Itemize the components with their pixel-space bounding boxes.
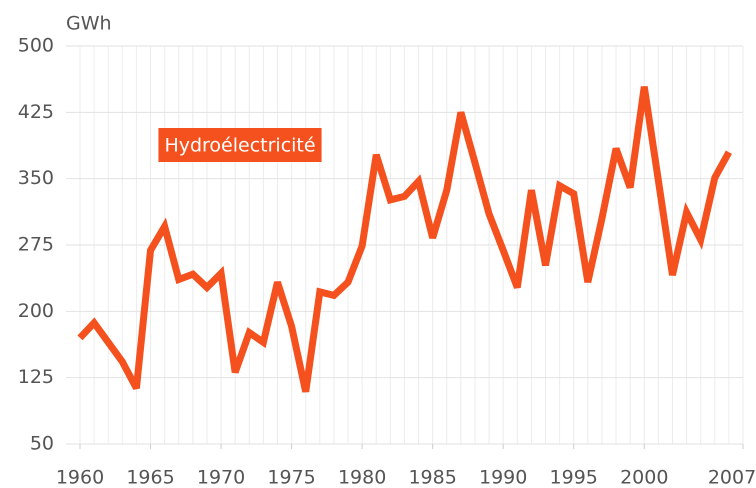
y-tick-label: 200 bbox=[18, 300, 54, 322]
x-tick-label: 2007 bbox=[708, 467, 756, 488]
legend: Hydroélectricité bbox=[158, 128, 322, 162]
x-tick-label: 1970 bbox=[197, 467, 245, 488]
x-tick-label: 1995 bbox=[550, 467, 598, 488]
x-tick-label: 1965 bbox=[126, 467, 174, 488]
x-tick-label: 1975 bbox=[267, 467, 315, 488]
y-axis-label: GWh bbox=[66, 13, 112, 35]
x-tick-label: 1980 bbox=[338, 467, 386, 488]
y-tick-label: 125 bbox=[18, 366, 54, 388]
y-tick-label: 425 bbox=[18, 101, 54, 123]
y-tick-label: 50 bbox=[30, 433, 54, 455]
y-tick-label: 275 bbox=[18, 234, 54, 256]
x-tick-label: 1960 bbox=[56, 467, 104, 488]
y-tick-label: 500 bbox=[18, 35, 54, 57]
data-line bbox=[77, 86, 732, 393]
x-tick-label: 2000 bbox=[620, 467, 668, 488]
x-tick-label: 1985 bbox=[408, 467, 456, 488]
x-tick-label: 1990 bbox=[479, 467, 527, 488]
legend-box bbox=[158, 128, 322, 162]
legend-text: Hydroélectricité bbox=[164, 135, 315, 157]
y-tick-label: 350 bbox=[18, 167, 54, 189]
